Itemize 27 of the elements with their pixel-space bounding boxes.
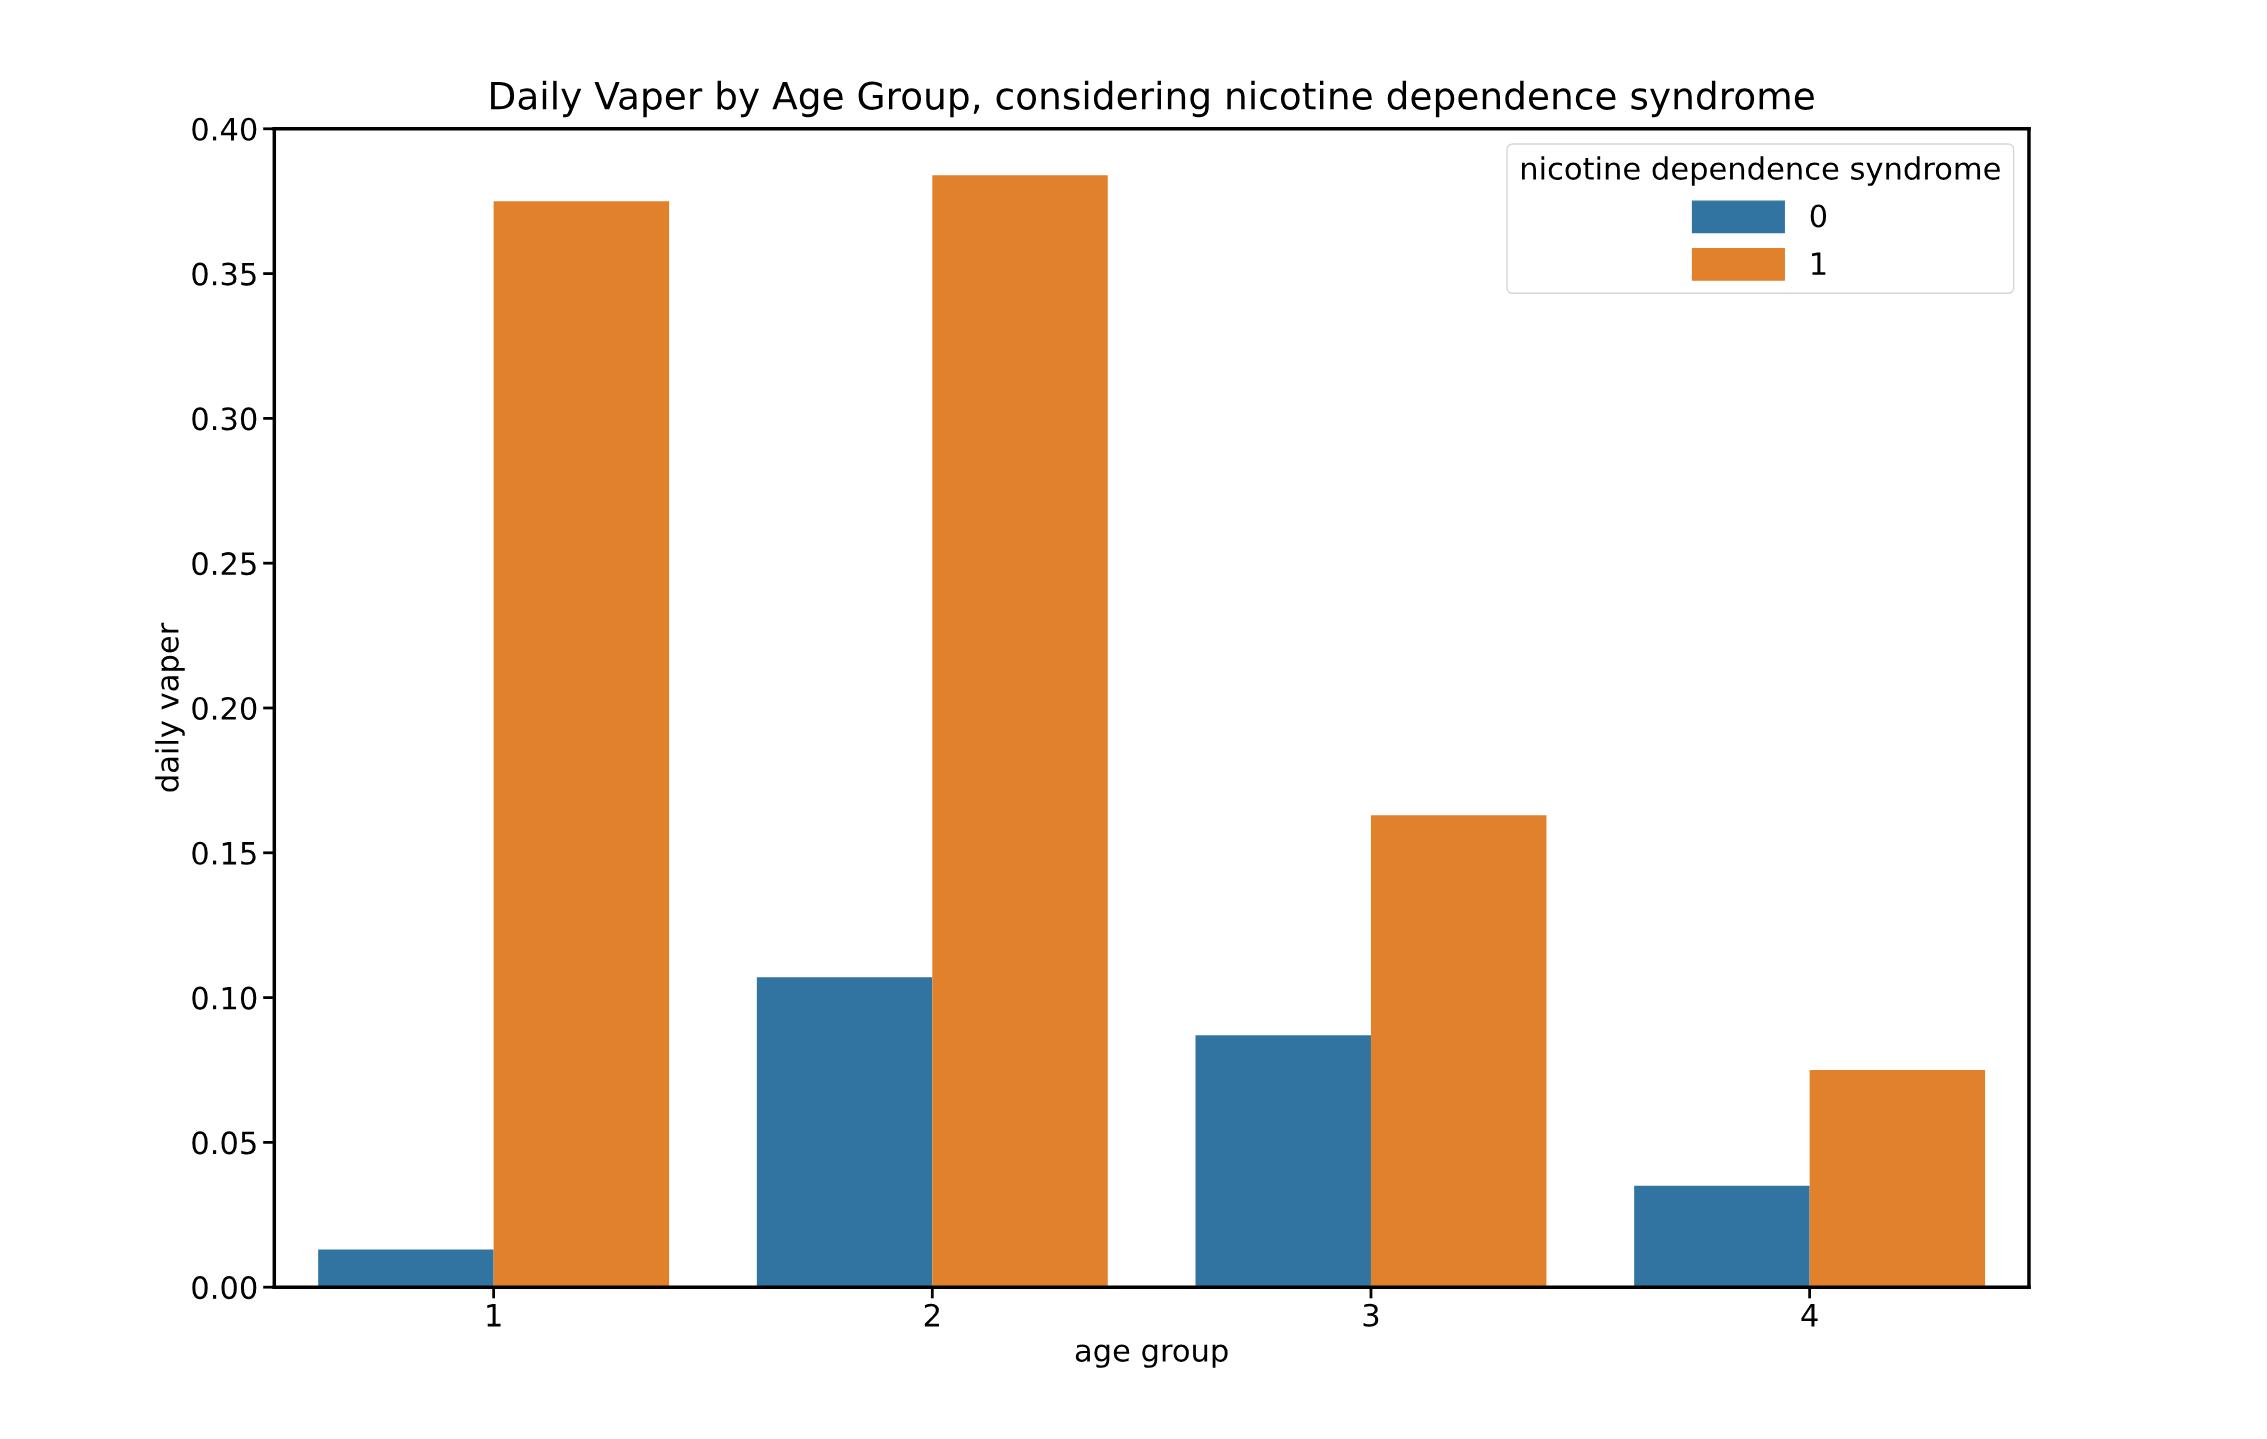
bar [1809, 1069, 1986, 1288]
x-tick-label: 2 [924, 1303, 939, 1327]
chart-title: Daily Vaper by Age Group, considering nicotine dependence syndrome [491, 80, 1814, 118]
y-axis-title: daily vaper [155, 622, 185, 792]
x-axis-title: age group [1075, 1344, 1228, 1368]
bar [1634, 1185, 1810, 1288]
y-tick-label: 0.30 [192, 407, 257, 431]
x-tick-label: 4 [1801, 1304, 1818, 1327]
y-tick-label: 0.40 [192, 117, 257, 141]
x-tick-label: 3 [1363, 1303, 1379, 1327]
y-tick-label: 0.15 [192, 841, 256, 865]
y-tick-label: 0.35 [192, 262, 256, 286]
bar [318, 1249, 494, 1288]
y-tick-label: 0.10 [192, 986, 257, 1010]
bar [493, 201, 670, 1288]
y-tick-label: 0.25 [192, 552, 256, 576]
bar [1370, 815, 1547, 1288]
x-tick-label: 1 [487, 1304, 501, 1327]
legend-label: 0 [1810, 204, 1827, 228]
bar [1195, 1035, 1371, 1288]
y-tick-label: 0.00 [192, 1276, 257, 1300]
y-tick-label: 0.20 [192, 696, 257, 721]
y-tick-label: 0.05 [192, 1131, 256, 1155]
legend-title: nicotine dependence syndrome [1522, 156, 2000, 186]
legend-label: 1 [1812, 252, 1826, 275]
bar [756, 977, 933, 1288]
bar [932, 175, 1108, 1288]
